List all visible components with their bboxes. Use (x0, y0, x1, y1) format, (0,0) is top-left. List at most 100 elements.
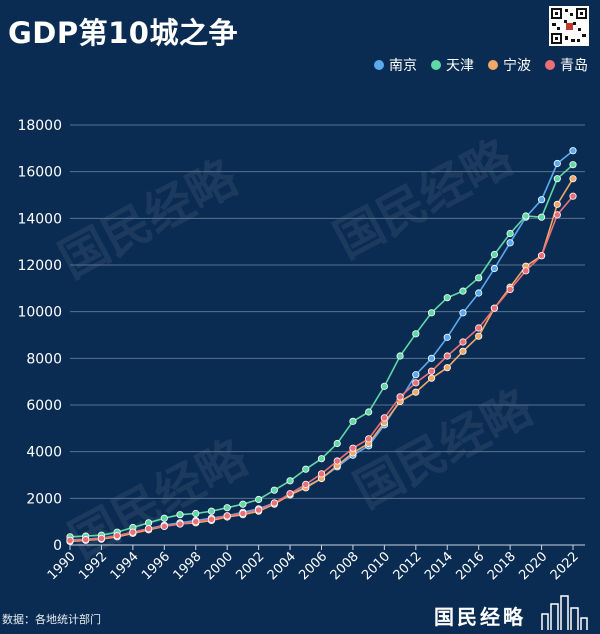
data-point (97, 534, 106, 543)
x-tick-label: 1998 (171, 549, 205, 583)
data-point (427, 374, 436, 382)
data-point (365, 435, 373, 443)
data-point (427, 354, 436, 362)
data-point (160, 522, 168, 530)
y-tick-label: 6000 (26, 398, 62, 414)
data-point (207, 507, 216, 515)
y-tick-label: 10000 (17, 305, 62, 321)
x-tick-label: 2012 (391, 549, 425, 583)
data-point (475, 324, 483, 332)
data-point (223, 504, 231, 512)
data-point (553, 200, 561, 208)
x-tick-label: 2010 (359, 549, 393, 583)
x-tick-label: 2014 (422, 549, 456, 583)
data-point (113, 532, 121, 540)
data-source: 数据：各地统计部门 (2, 613, 101, 626)
x-tick-label: 2016 (454, 549, 488, 583)
data-point (192, 518, 200, 526)
data-point (380, 414, 388, 422)
data-point (380, 382, 388, 390)
data-point (365, 408, 373, 416)
series-line (69, 178, 574, 543)
data-point (317, 470, 326, 478)
data-point (459, 309, 467, 317)
legend-label: 宁波 (503, 58, 531, 74)
data-point (412, 388, 420, 396)
x-tick-label: 2006 (296, 549, 330, 583)
data-point (66, 536, 74, 544)
legend-label: 天津 (446, 58, 474, 74)
data-point (506, 285, 514, 294)
y-tick-label: 12000 (17, 258, 62, 274)
data-point (412, 330, 420, 338)
data-point (396, 393, 404, 401)
x-tick-label: 2008 (328, 549, 362, 583)
y-tick-label: 0 (53, 538, 62, 554)
y-tick-label: 16000 (17, 165, 62, 181)
data-point (223, 512, 231, 520)
data-point (349, 444, 357, 452)
data-point (427, 309, 436, 317)
data-point (553, 175, 561, 183)
y-tick-label: 14000 (17, 211, 62, 227)
data-point (82, 536, 90, 544)
data-point (255, 495, 263, 504)
y-tick-label: 4000 (26, 445, 62, 461)
data-point (286, 490, 294, 498)
data-point (537, 213, 546, 221)
x-tick-label: 2002 (233, 549, 267, 583)
data-point (475, 274, 483, 282)
brand-logo: 国民经略 (434, 605, 526, 629)
data-point (317, 455, 326, 463)
data-point (459, 338, 467, 346)
data-point (490, 304, 499, 312)
data-point (302, 465, 310, 473)
data-point (490, 264, 499, 273)
data-point (443, 294, 451, 302)
x-tick-label: 2004 (265, 549, 299, 583)
data-point (255, 506, 263, 514)
data-point (286, 477, 294, 485)
qr-code-icon (549, 6, 589, 46)
data-point (569, 161, 577, 169)
data-point (459, 287, 467, 295)
legend-item[interactable]: 天津 (431, 55, 474, 75)
data-point (270, 499, 278, 507)
legend-dot-icon (545, 60, 555, 70)
data-point (176, 520, 184, 528)
data-point (522, 267, 530, 275)
data-point (160, 514, 168, 522)
x-tick-label: 2022 (548, 549, 582, 583)
x-tick-label: 1992 (76, 549, 110, 583)
legend: 南京 天津 宁波 青岛 (374, 55, 588, 75)
data-point (427, 367, 436, 375)
data-point (333, 439, 341, 448)
legend-item[interactable]: 宁波 (488, 55, 531, 75)
x-tick-label: 2020 (516, 549, 550, 583)
page-title: GDP第10城之争 (8, 16, 238, 50)
data-point (506, 239, 514, 247)
data-point (192, 509, 200, 518)
data-point (553, 211, 561, 219)
legend-dot-icon (374, 60, 384, 70)
data-point (349, 417, 357, 425)
data-point (459, 347, 467, 355)
series-line (69, 195, 574, 542)
data-point (302, 480, 310, 488)
y-tick-label: 8000 (26, 351, 62, 367)
data-point (396, 352, 404, 360)
data-point (443, 333, 451, 341)
legend-dot-icon (431, 60, 441, 70)
data-point (537, 252, 546, 260)
legend-item[interactable]: 南京 (374, 55, 417, 75)
legend-dot-icon (488, 60, 498, 70)
x-tick-label: 1996 (139, 549, 173, 583)
data-point (207, 515, 216, 523)
legend-item[interactable]: 青岛 (545, 55, 588, 75)
data-point (553, 159, 561, 168)
data-point (412, 379, 420, 387)
x-tick-label: 2000 (202, 549, 236, 583)
data-point (522, 212, 530, 220)
data-point (490, 250, 499, 259)
